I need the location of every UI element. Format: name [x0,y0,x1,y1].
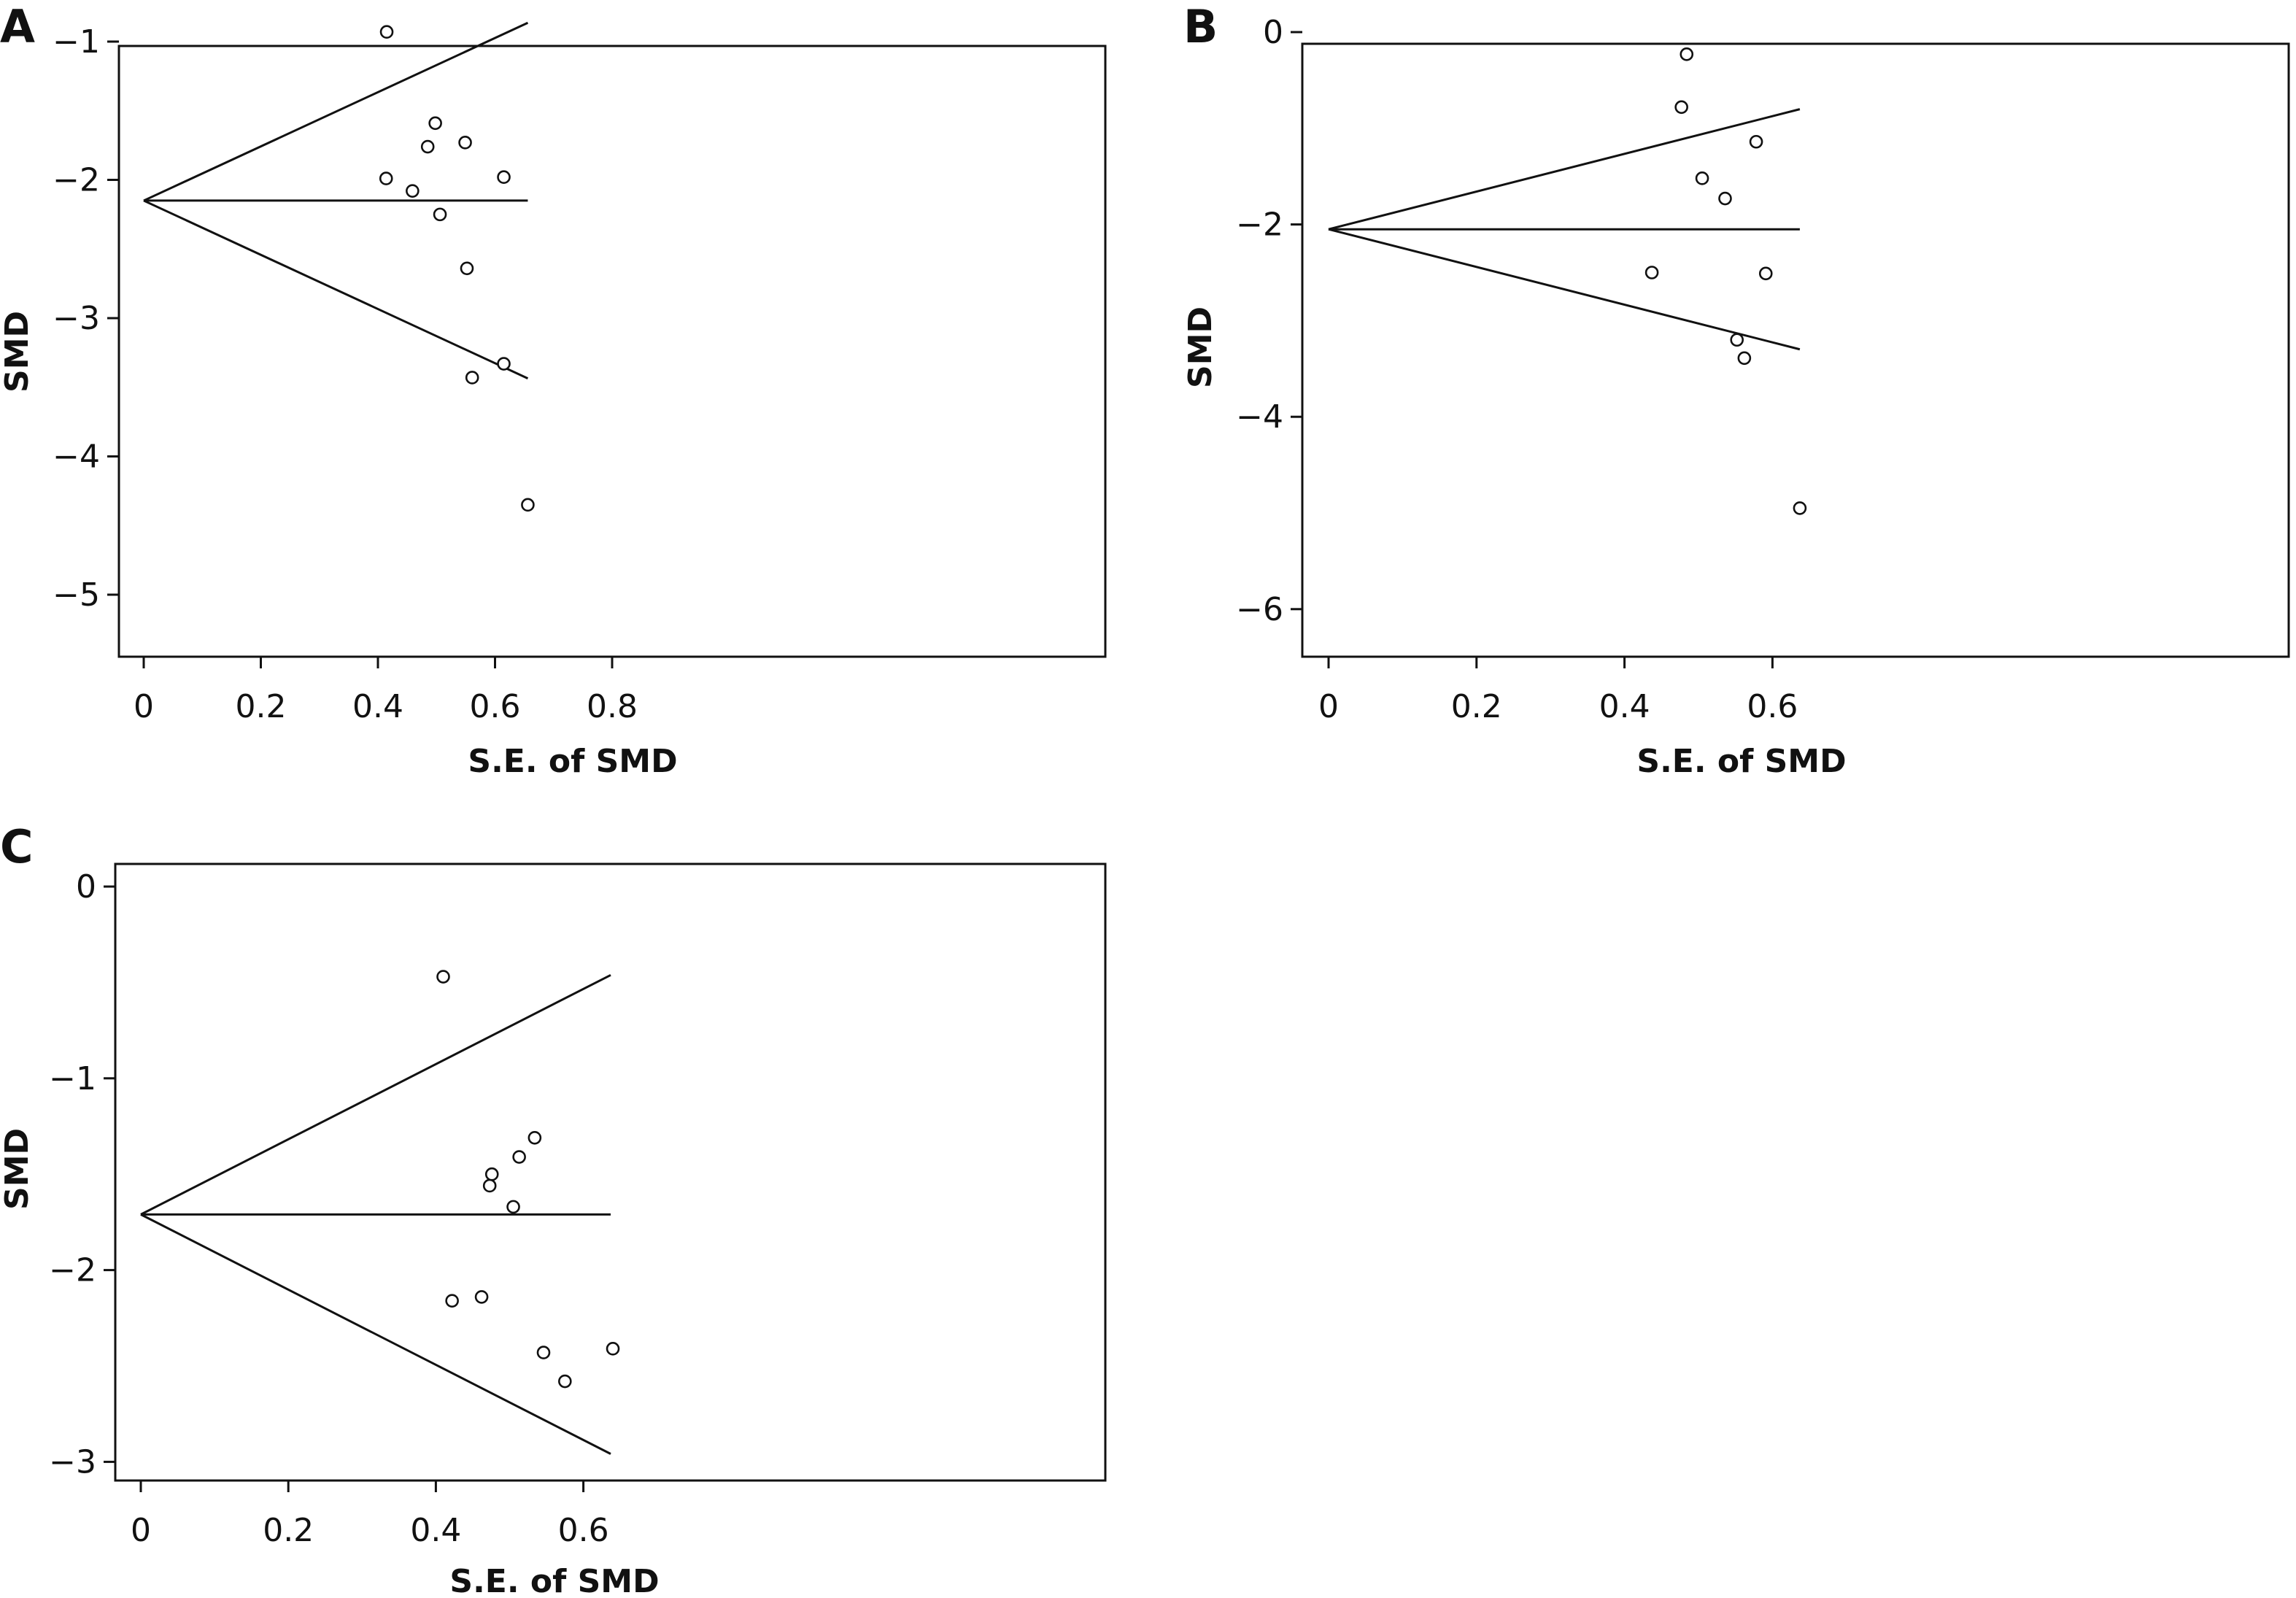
funnel-lines-a [143,21,529,379]
study-point-b-8 [1749,134,1763,149]
study-points-b [1644,47,1807,515]
y-tick-label-a-2: −3 [53,300,100,337]
funnel-lower-line-a [143,199,529,379]
plot-frame-b [1301,42,2290,658]
plot-frame-a [117,45,1107,658]
x-axis-title-b: S.E. of SMD [1636,743,1846,780]
y-tick-label-b-1: −2 [1236,206,1283,244]
y-tick-label-a-4: −5 [53,576,100,614]
study-point-b-1 [1644,266,1659,279]
panel-label-b: B [1183,0,1218,53]
y-tick-labels-c: 0 −1 −2 −3 [49,868,96,1481]
study-point-c-11 [606,1342,620,1356]
study-point-b-10 [1793,501,1807,515]
funnel-lines-c [140,973,611,1455]
funnel-upper-line-c [140,973,611,1216]
x-tick-label-b-3: 0.6 [1747,688,1798,725]
y-tick-label-b-0: 0 [1263,14,1283,51]
x-axis-title-c: S.E. of SMD [449,1563,659,1598]
y-tick-label-b-3: −6 [1236,591,1283,628]
y-tick-label-b-2: −4 [1236,398,1283,436]
x-ticks-a [142,657,614,668]
y-tick-label-a-3: −4 [53,439,100,476]
x-tick-label-a-0: 0 [134,688,154,725]
x-tick-label-a-2: 0.4 [352,688,403,725]
study-point-a-3 [406,184,420,198]
x-tick-label-c-3: 0.6 [558,1512,609,1549]
study-point-a-4 [420,139,435,154]
x-axis-title-a: S.E. of SMD [468,743,677,780]
funnel-lines-b [1328,108,1801,351]
x-tick-label-c-1: 0.2 [263,1512,314,1549]
study-point-c-10 [558,1374,572,1389]
x-tick-labels-a: 0 0.2 0.4 0.6 0.8 [134,688,638,725]
study-point-a-2 [379,171,393,185]
y-ticks-c [104,885,115,1463]
study-point-c-5 [484,1167,499,1181]
y-tick-label-c-3: −3 [49,1443,96,1481]
plot-frame-c [114,862,1107,1482]
study-point-a-7 [458,136,472,150]
y-tick-label-c-1: −1 [49,1060,96,1097]
funnel-plot-panel-c: C 0 0.2 0.4 0.6 0 −1 −2 −3 S.E. of SMD S… [0,820,1107,1598]
y-tick-label-c-2: −2 [49,1252,96,1289]
study-point-a-12 [521,498,535,512]
panel-label-a: A [0,0,35,53]
funnel-plot-panel-b: B 0 0.2 0.4 0.6 0 −2 −4 −6 S.E. of SMD S… [1182,0,2290,780]
y-tick-labels-a: −1 −2 −3 −4 −5 [53,23,100,614]
study-point-a-10 [497,170,511,185]
study-point-c-1 [436,970,450,984]
x-tick-label-a-1: 0.2 [236,688,287,725]
study-point-a-1 [379,25,394,39]
y-ticks-b [1291,31,1302,611]
study-point-a-8 [460,261,474,276]
funnel-upper-line-a [143,21,529,202]
study-point-a-11 [497,357,511,371]
funnel-lower-line-b [1328,228,1801,351]
y-tick-label-a-0: −1 [53,23,100,61]
study-point-c-2 [445,1294,459,1308]
funnel-plot-panel-a: A 0 0.2 0.4 0.6 0.8 −1 −2 −3 −4 [0,0,1107,780]
y-tick-label-a-1: −2 [53,162,100,199]
study-point-c-7 [512,1150,526,1164]
y-ticks-a [107,40,119,596]
study-point-c-8 [527,1130,542,1145]
x-tick-label-a-3: 0.6 [470,688,521,725]
study-point-b-4 [1695,171,1709,185]
study-point-c-6 [506,1200,520,1214]
study-point-c-4 [482,1178,497,1193]
study-point-a-6 [433,207,447,222]
study-point-b-2 [1674,100,1688,115]
study-point-c-3 [474,1290,489,1304]
study-points-a [379,25,535,512]
x-tick-labels-b: 0 0.2 0.4 0.6 [1318,688,1798,725]
y-axis-title-c: SMD [0,1128,36,1210]
y-tick-label-c-0: 0 [76,868,96,906]
x-tick-label-c-2: 0.4 [410,1512,461,1549]
x-tick-label-a-4: 0.8 [587,688,638,725]
x-ticks-c [139,1481,585,1492]
funnel-lower-line-c [140,1213,611,1455]
x-tick-label-c-0: 0 [131,1512,151,1549]
study-point-b-6 [1730,333,1744,347]
study-point-b-5 [1718,191,1732,206]
y-axis-title-a: SMD [0,311,36,393]
x-tick-label-b-2: 0.4 [1599,688,1650,725]
y-axis-title-b: SMD [1182,306,1219,388]
x-tick-label-b-1: 0.2 [1451,688,1502,725]
study-point-a-9 [465,371,479,385]
study-points-c [436,970,620,1389]
x-tick-labels-c: 0 0.2 0.4 0.6 [131,1512,609,1549]
x-tick-label-b-0: 0 [1318,688,1339,725]
y-tick-labels-b: 0 −2 −4 −6 [1236,14,1283,628]
panel-label-c: C [0,820,34,873]
study-point-b-9 [1758,266,1773,281]
study-point-b-7 [1737,351,1752,366]
x-ticks-b [1327,657,1774,668]
study-point-a-5 [428,116,442,131]
funnel-upper-line-b [1328,108,1801,231]
study-point-b-3 [1680,47,1694,61]
study-point-c-9 [536,1346,551,1359]
